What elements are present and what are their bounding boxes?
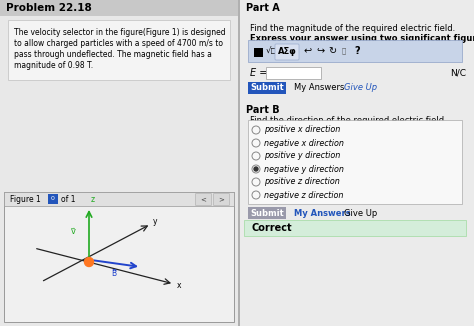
Circle shape [84, 258, 93, 266]
Bar [0, 0, 238, 326]
Text: <: < [201, 196, 207, 202]
FancyBboxPatch shape [213, 194, 229, 205]
Text: ?: ? [354, 46, 360, 56]
Bar [0, 0, 238, 16]
Text: N/C: N/C [450, 68, 466, 78]
FancyBboxPatch shape [248, 40, 462, 62]
FancyBboxPatch shape [275, 44, 299, 60]
Text: My Answers: My Answers [294, 209, 351, 217]
Text: >: > [219, 196, 224, 202]
Text: pass through undeflected. The magnetic field has a: pass through undeflected. The magnetic f… [14, 50, 212, 59]
Text: 0: 0 [51, 197, 55, 201]
Text: ↻: ↻ [328, 46, 336, 56]
Text: B⃗: B⃗ [111, 269, 116, 278]
Text: Problem 22.18: Problem 22.18 [6, 3, 92, 13]
Text: negative y direction: negative y direction [264, 165, 344, 173]
Text: ↪: ↪ [316, 46, 324, 56]
Text: y: y [153, 216, 157, 226]
Text: positive z direction: positive z direction [264, 177, 340, 186]
Text: positive x direction: positive x direction [264, 126, 340, 135]
Text: Correct: Correct [252, 223, 292, 233]
Bar [254, 48, 263, 57]
FancyBboxPatch shape [266, 67, 321, 79]
Text: Give Up: Give Up [344, 209, 377, 217]
Text: √□: √□ [266, 47, 279, 55]
Text: z: z [91, 195, 95, 204]
Text: ↩: ↩ [304, 46, 312, 56]
Text: Find the direction of the required electric field.: Find the direction of the required elect… [250, 116, 447, 125]
Text: Submit: Submit [250, 83, 284, 93]
FancyBboxPatch shape [248, 120, 462, 204]
Text: Part A: Part A [246, 3, 280, 13]
FancyBboxPatch shape [195, 194, 211, 205]
Text: The velocity selector in the figure(Figure 1) is designed: The velocity selector in the figure(Figu… [14, 28, 226, 37]
Text: My Answers: My Answers [294, 83, 345, 93]
Text: to allow charged particles with a speed of 4700 m/s to: to allow charged particles with a speed … [14, 39, 223, 48]
Bar [248, 82, 286, 94]
Text: x: x [177, 281, 182, 290]
Text: Find the magnitude of the required electric field.: Find the magnitude of the required elect… [250, 24, 455, 33]
Text: negative z direction: negative z direction [264, 190, 344, 200]
FancyBboxPatch shape [8, 20, 230, 80]
Text: Express your answer using two significant figures.: Express your answer using two significan… [250, 34, 474, 43]
Text: Submit: Submit [250, 209, 284, 217]
Bar [248, 207, 286, 219]
Circle shape [254, 167, 258, 171]
Bar [240, 0, 474, 326]
Text: magnitude of 0.98 T.: magnitude of 0.98 T. [14, 61, 93, 70]
Text: Figure 1: Figure 1 [10, 195, 41, 203]
Text: ⬛: ⬛ [342, 48, 346, 54]
Text: Give Up: Give Up [344, 83, 377, 93]
Text: positive y direction: positive y direction [264, 152, 340, 160]
Text: Part B: Part B [246, 105, 280, 115]
Bar [4, 192, 234, 322]
Text: v⃗: v⃗ [71, 227, 76, 236]
Text: E =: E = [250, 68, 267, 78]
Bar [240, 100, 474, 101]
Text: of 1: of 1 [61, 195, 75, 203]
Text: AΣφ: AΣφ [278, 47, 296, 55]
Text: negative x direction: negative x direction [264, 139, 344, 147]
Bar [4, 192, 234, 206]
Bar [48, 194, 58, 204]
FancyBboxPatch shape [244, 220, 466, 236]
